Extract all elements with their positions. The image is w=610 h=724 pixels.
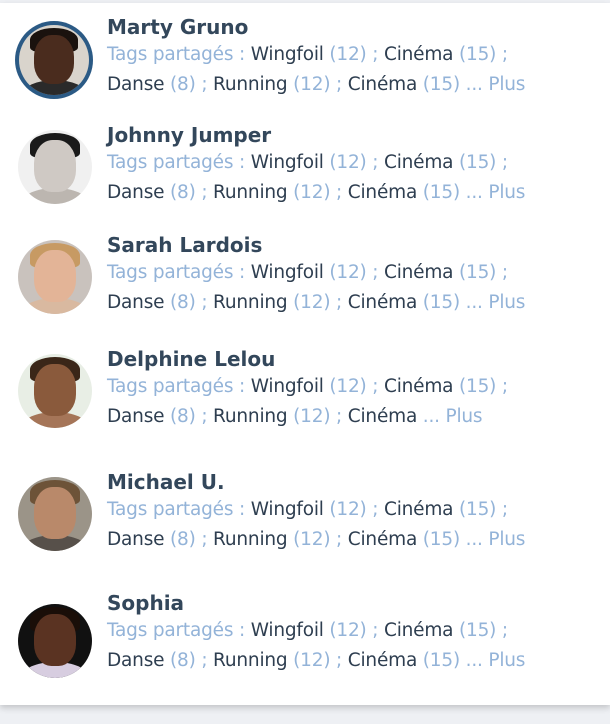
tag-name: Running — [213, 182, 288, 203]
tag-count: (15) — [422, 292, 460, 313]
tag-name: Cinéma — [384, 44, 454, 65]
tag-count: (15) — [459, 620, 497, 641]
tag-name: Wingfoil — [250, 44, 324, 65]
shared-tags: Tags partagés : Wingfoil (12) ; Cinéma (… — [107, 620, 526, 671]
tag-name: Cinéma — [347, 74, 418, 95]
tag-name: Danse — [107, 650, 165, 671]
avatar[interactable] — [18, 354, 92, 428]
more-tags-link[interactable]: ... Plus — [465, 650, 526, 671]
shared-tags-user-list: Marty Gruno Tags partagés : Wingfoil (12)… — [0, 3, 610, 705]
shared-tags: Tags partagés : Wingfoil (12) ; Cinéma (… — [107, 44, 526, 95]
user-name[interactable]: Marty Gruno — [107, 15, 249, 39]
tag-name: Wingfoil — [250, 152, 324, 173]
tags-label: Tags partagés : — [107, 262, 245, 283]
tag-count: (15) — [422, 650, 460, 671]
tag-name: Running — [213, 529, 288, 550]
tag-count: (15) — [459, 152, 497, 173]
tags-label: Tags partagés : — [107, 376, 245, 397]
tags-label: Tags partagés : — [107, 499, 245, 520]
avatar[interactable] — [18, 604, 92, 678]
avatar[interactable] — [18, 477, 92, 551]
tag-name: Cinéma — [384, 262, 454, 283]
tag-count: (15) — [459, 376, 497, 397]
user-name[interactable]: Johnny Jumper — [107, 123, 272, 147]
tag-name: Running — [213, 74, 288, 95]
avatar[interactable] — [19, 25, 89, 95]
tag-name: Cinéma — [347, 650, 418, 671]
more-tags-link[interactable]: ... Plus — [465, 529, 526, 550]
tag-name: Wingfoil — [250, 499, 324, 520]
tag-count: (15) — [459, 499, 497, 520]
shared-tags: Tags partagés : Wingfoil (12) ; Cinéma (… — [107, 376, 508, 427]
tag-name: Danse — [107, 74, 165, 95]
tag-count: (8) — [170, 529, 196, 550]
tag-count: (12) — [329, 499, 367, 520]
tag-name: Cinéma — [347, 182, 418, 203]
more-tags-link[interactable]: ... Plus — [465, 74, 526, 95]
tag-count: (12) — [293, 406, 331, 427]
tag-count: (8) — [170, 74, 196, 95]
tag-name: Danse — [107, 182, 165, 203]
tag-count: (15) — [422, 74, 460, 95]
tag-name: Running — [213, 292, 288, 313]
tag-name: Cinéma — [347, 292, 418, 313]
more-tags-link[interactable]: ... Plus — [465, 182, 526, 203]
tag-name: Cinéma — [384, 152, 454, 173]
tag-name: Cinéma — [384, 376, 454, 397]
tag-count: (8) — [170, 650, 196, 671]
avatar[interactable] — [18, 240, 92, 314]
user-name[interactable]: Delphine Lelou — [107, 347, 276, 371]
tag-count: (12) — [329, 620, 367, 641]
tag-count: (12) — [329, 262, 367, 283]
tag-count: (15) — [422, 182, 460, 203]
shared-tags: Tags partagés : Wingfoil (12) ; Cinéma (… — [107, 499, 526, 550]
tag-name: Wingfoil — [250, 620, 324, 641]
tag-count: (12) — [293, 292, 331, 313]
tag-count: (12) — [329, 376, 367, 397]
tag-count: (12) — [293, 529, 331, 550]
tag-name: Running — [213, 650, 288, 671]
more-tags-link[interactable]: ... Plus — [465, 292, 526, 313]
user-name[interactable]: Sarah Lardois — [107, 233, 263, 257]
tag-count: (12) — [293, 182, 331, 203]
tag-name: Danse — [107, 292, 165, 313]
tag-name: Cinéma — [384, 499, 454, 520]
tags-label: Tags partagés : — [107, 152, 245, 173]
tag-name: Running — [213, 406, 288, 427]
shared-tags: Tags partagés : Wingfoil (12) ; Cinéma (… — [107, 262, 526, 313]
tag-count: (12) — [329, 152, 367, 173]
tag-count: (15) — [422, 529, 460, 550]
user-name[interactable]: Michael U. — [107, 470, 225, 494]
more-tags-link[interactable]: ... Plus — [422, 406, 483, 427]
tag-name: Cinéma — [384, 620, 454, 641]
tag-count: (15) — [459, 262, 497, 283]
tag-name: Wingfoil — [250, 262, 324, 283]
tag-name: Wingfoil — [250, 376, 324, 397]
tag-count: (12) — [329, 44, 367, 65]
tag-count: (8) — [170, 406, 196, 427]
tag-name: Cinéma — [347, 406, 418, 427]
tags-label: Tags partagés : — [107, 44, 245, 65]
avatar[interactable] — [18, 130, 92, 204]
tag-count: (12) — [293, 74, 331, 95]
tag-count: (8) — [170, 292, 196, 313]
tag-count: (12) — [293, 650, 331, 671]
tag-count: (8) — [170, 182, 196, 203]
shared-tags: Tags partagés : Wingfoil (12) ; Cinéma (… — [107, 152, 526, 203]
tag-name: Danse — [107, 529, 165, 550]
tag-name: Danse — [107, 406, 165, 427]
tag-name: Cinéma — [347, 529, 418, 550]
user-name[interactable]: Sophia — [107, 591, 185, 615]
tag-count: (15) — [459, 44, 497, 65]
tags-label: Tags partagés : — [107, 620, 245, 641]
